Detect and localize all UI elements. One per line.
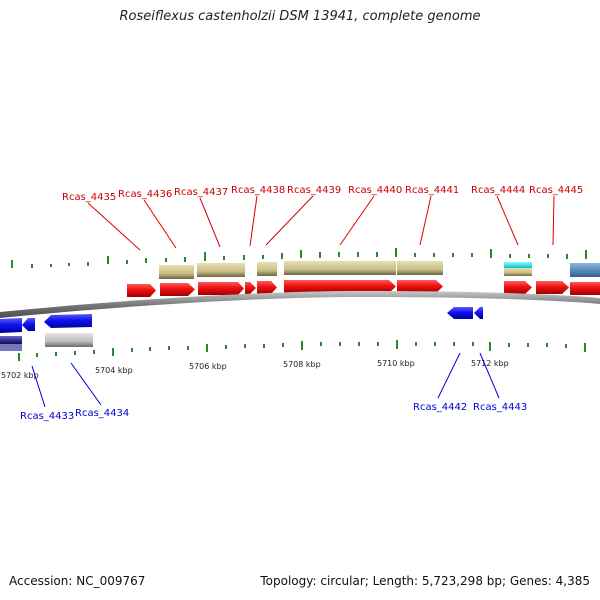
cds-arrow-forward[interactable]: [198, 282, 244, 295]
khaki-feature[interactable]: [257, 262, 277, 276]
gene-label-rcas-4436[interactable]: Rcas_4436: [118, 189, 172, 200]
bottom-gene-labels: Rcas_4433 Rcas_4434 Rcas_4442 Rcas_4443: [20, 352, 527, 422]
gc-tick-track-bottom: [18, 340, 586, 361]
lower-feature-track: [0, 333, 93, 351]
cyan-feature[interactable]: [504, 262, 532, 268]
gene-label-rcas-4433[interactable]: Rcas_4433: [20, 411, 74, 422]
gene-label-rcas-4438[interactable]: Rcas_4438: [231, 185, 285, 196]
grey-feature[interactable]: [45, 333, 93, 347]
khaki-feature[interactable]: [284, 261, 396, 275]
kbp-scale: 5702 kbp 5704 kbp 5706 kbp 5708 kbp 5710…: [1, 359, 509, 380]
cds-arrow-forward[interactable]: [160, 283, 195, 296]
kbp-label: 5710 kbp: [377, 359, 415, 368]
khaki-feature[interactable]: [397, 261, 443, 275]
gc-tick-track-top: [11, 248, 587, 268]
khaki-feature[interactable]: [159, 265, 194, 279]
gene-label-rcas-4439[interactable]: Rcas_4439: [287, 185, 341, 196]
navy-feature[interactable]: [0, 344, 22, 351]
forward-cds-track: [127, 280, 600, 297]
cds-arrow-forward[interactable]: [127, 284, 156, 297]
cds-arrow-forward[interactable]: [504, 281, 532, 294]
kbp-label: 5712 kbp: [471, 359, 509, 368]
cds-arrow-reverse[interactable]: [44, 314, 92, 328]
cds-arrow-forward[interactable]: [536, 281, 569, 294]
gene-label-rcas-4435[interactable]: Rcas_4435: [62, 192, 116, 203]
cds-arrow-forward[interactable]: [257, 281, 277, 294]
gene-label-rcas-4437[interactable]: Rcas_4437: [174, 187, 228, 198]
khaki-feature-track: [159, 261, 600, 279]
cds-arrow-forward[interactable]: [397, 280, 443, 293]
kbp-label: 5708 kbp: [283, 360, 321, 369]
cds-arrow-forward[interactable]: [284, 280, 396, 293]
steelblue-feature[interactable]: [570, 263, 600, 277]
gene-label-rcas-4443[interactable]: Rcas_4443: [473, 402, 527, 413]
kbp-label: 5706 kbp: [189, 362, 227, 371]
cds-arrow-forward[interactable]: [570, 282, 600, 295]
khaki-feature[interactable]: [504, 268, 532, 276]
map-title: Roseiflexus castenholzii DSM 13941, comp…: [119, 9, 481, 24]
top-gene-labels: Rcas_4435 Rcas_4436 Rcas_4437 Rcas_4438 …: [62, 185, 583, 251]
kbp-label: 5702 kbp: [1, 371, 39, 380]
gene-label-rcas-4434[interactable]: Rcas_4434: [75, 408, 129, 419]
cds-arrow-reverse[interactable]: [22, 318, 35, 331]
kbp-label: 5704 kbp: [95, 366, 133, 375]
genome-backbone: [0, 291, 600, 318]
gene-label-rcas-4440[interactable]: Rcas_4440: [348, 185, 402, 196]
gene-label-rcas-4445[interactable]: Rcas_4445: [529, 185, 583, 196]
cds-arrow-reverse[interactable]: [0, 318, 22, 333]
cds-arrow-forward[interactable]: [245, 282, 256, 294]
khaki-feature[interactable]: [197, 263, 245, 277]
genome-summary-text: Topology: circular; Length: 5,723,298 bp…: [260, 574, 590, 588]
gene-label-rcas-4441[interactable]: Rcas_4441: [405, 185, 459, 196]
cds-arrow-reverse[interactable]: [447, 307, 473, 319]
accession-text: Accession: NC_009767: [9, 574, 146, 588]
gene-label-rcas-4442[interactable]: Rcas_4442: [413, 402, 467, 413]
gene-label-rcas-4444[interactable]: Rcas_4444: [471, 185, 525, 196]
navy-feature[interactable]: [0, 336, 22, 344]
reverse-cds-track: [0, 307, 483, 333]
cds-arrow-reverse[interactable]: [474, 307, 483, 319]
